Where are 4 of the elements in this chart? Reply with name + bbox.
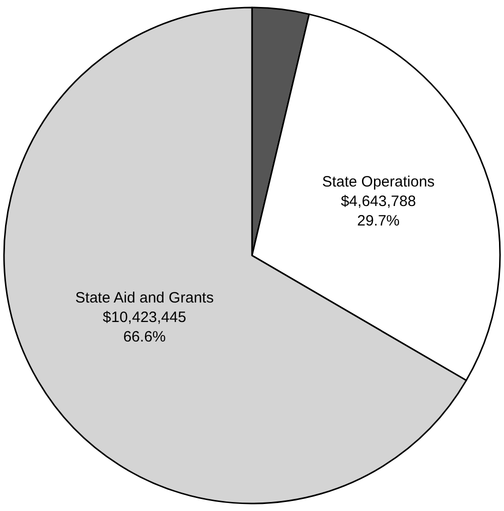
- data-label: $4,643,788 29.7%: [340, 192, 416, 230]
- slice-label: State Operations: [322, 173, 435, 190]
- slice-label: State Aid and Grants: [75, 289, 214, 306]
- data-label: $10,423,445 66.6%: [102, 308, 186, 346]
